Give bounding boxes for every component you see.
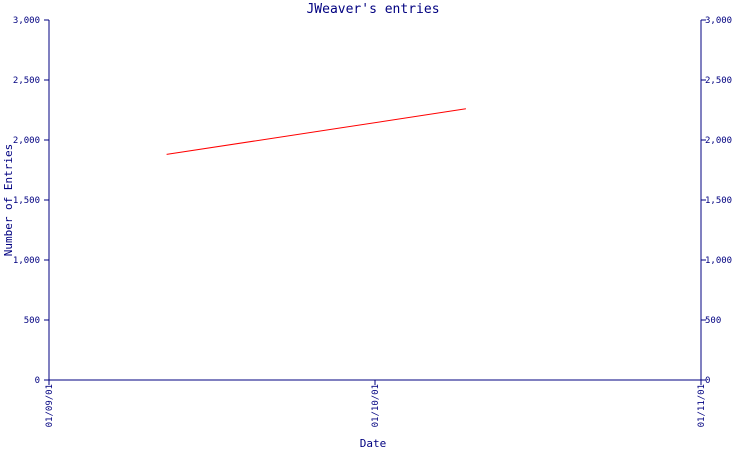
chart-title: JWeaver's entries <box>306 2 439 17</box>
left-y-tick-label: 1,500 <box>13 196 40 206</box>
series-layer <box>166 108 466 155</box>
right-y-tick-label: 500 <box>705 316 721 326</box>
right-y-tick-label: 1,500 <box>705 196 732 206</box>
left-y-tick-group: 0 500 1,000 1,500 2,000 2,500 3,000 <box>13 16 49 386</box>
right-y-tick-group: 0 500 1,000 1,500 2,000 2,500 3,000 <box>701 16 732 386</box>
right-y-tick-label: 2,500 <box>705 76 732 86</box>
series-line-1 <box>166 108 466 155</box>
x-tick-label: 01/11/01 <box>697 384 707 427</box>
y-axis-label: Number of Entries <box>2 144 15 257</box>
right-y-tick-label: 2,000 <box>705 136 732 146</box>
right-y-tick-label: 1,000 <box>705 256 732 266</box>
x-tick-label: 01/09/01 <box>45 384 55 427</box>
x-tick-group: 01/09/01 01/10/01 01/11/01 <box>45 380 707 427</box>
right-y-tick-label: 3,000 <box>705 16 732 26</box>
left-y-tick-label: 2,500 <box>13 76 40 86</box>
left-y-tick-label: 500 <box>24 316 40 326</box>
left-y-tick-label: 1,000 <box>13 256 40 266</box>
left-y-tick-label: 2,000 <box>13 136 40 146</box>
left-y-tick-label: 0 <box>35 376 40 386</box>
x-tick-label: 01/10/01 <box>371 384 381 427</box>
left-y-tick-label: 3,000 <box>13 16 40 26</box>
right-y-tick-label: 0 <box>705 376 710 386</box>
x-axis-label: Date <box>360 437 387 450</box>
